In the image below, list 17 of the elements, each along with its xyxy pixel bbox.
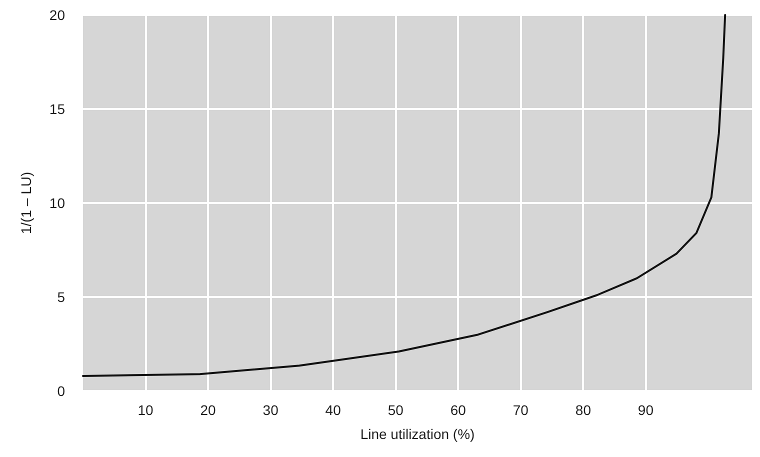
y-tick-label: 20 xyxy=(49,7,66,23)
x-tick-label: 40 xyxy=(325,402,342,418)
x-axis-title: Line utilization (%) xyxy=(360,426,475,442)
y-tick-label: 15 xyxy=(49,101,66,117)
x-tick-label: 10 xyxy=(138,402,154,418)
x-tick-label: 80 xyxy=(575,402,592,418)
y-tick-label: 5 xyxy=(57,289,66,305)
x-tick-label: 20 xyxy=(200,402,216,418)
y-tick-label: 10 xyxy=(49,195,66,211)
x-tick-label: 30 xyxy=(262,402,279,418)
x-tick-label: 90 xyxy=(638,402,654,418)
line-series xyxy=(82,14,726,377)
y-tick-label: 0 xyxy=(57,383,66,399)
x-tick-label: 60 xyxy=(450,402,466,418)
x-tick-label: 70 xyxy=(512,402,529,418)
x-tick-label: 50 xyxy=(388,402,404,418)
y-axis-title: 1/(1 – LU) xyxy=(18,172,34,234)
